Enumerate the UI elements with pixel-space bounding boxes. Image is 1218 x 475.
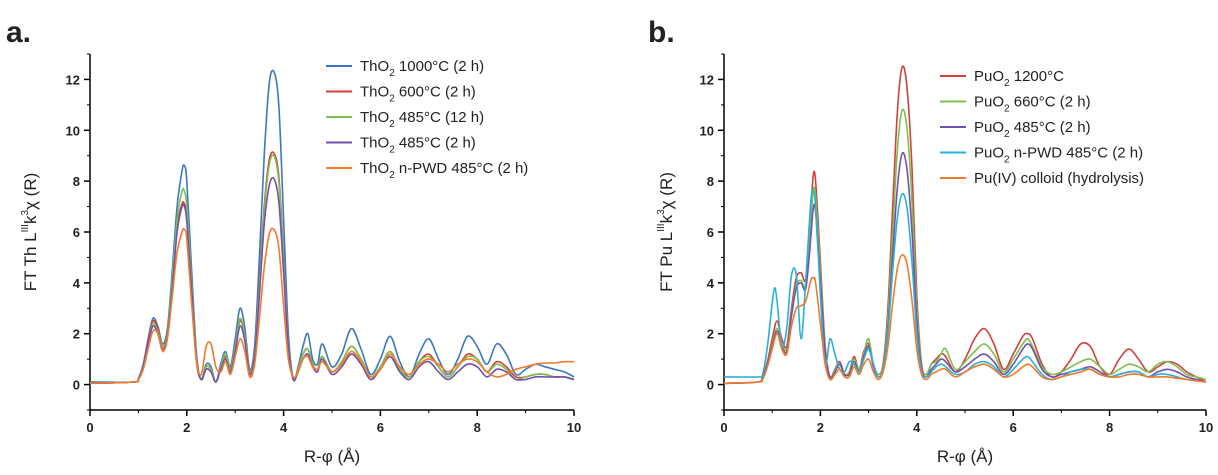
y-axis-title-sup1: III: [656, 223, 667, 231]
series-line-5: [723, 254, 1207, 385]
legend-label-text: ThO: [360, 109, 389, 126]
y-tick-label: 2: [707, 327, 714, 342]
legend-label-suffix: 600°C (2 h): [395, 84, 476, 101]
y-tick-label: 6: [73, 225, 80, 240]
legend-label-3: PuO2 485°C (2 h): [974, 119, 1091, 140]
legend-label-suffix: 1200°C: [1010, 68, 1065, 85]
legend-label-text: PuO: [974, 119, 1004, 136]
legend-label-suffix: 485°C (2 h): [1010, 119, 1091, 136]
legend-label-suffix: 485°C (12 h): [395, 109, 484, 126]
legend-label-subscript: 2: [389, 68, 395, 79]
y-tick-label: 8: [707, 174, 714, 189]
x-tick-label: 0: [86, 420, 93, 435]
legend-label-text: PuO: [974, 94, 1004, 111]
y-axis-title-mid: k: [657, 214, 676, 223]
legend-label-suffix: 660°C (2 h): [1010, 94, 1091, 111]
series-line-5: [89, 227, 575, 385]
y-axis-title-suffix: χ (R): [21, 173, 40, 210]
y-axis-title-sup1: III: [20, 224, 31, 232]
legend-label-2: PuO2 660°C (2 h): [974, 94, 1091, 115]
y-tick-label: 10: [700, 123, 714, 138]
x-tick-label: 4: [913, 420, 921, 435]
x-tick-label: 10: [567, 420, 581, 435]
chart-panel-b: b. 0 2 4 6 8 10 0 2 4 6 8 10 12 R-φ (Å) FT Pu LIIIk3χ (…: [648, 16, 1213, 466]
x-tick-label: 0: [720, 420, 727, 435]
legend-label-5: Pu(IV) colloid (hydrolysis): [974, 170, 1144, 187]
legend-label-2: ThO2 600°C (2 h): [360, 84, 476, 105]
y-tick-label: 0: [73, 378, 80, 393]
y-tick-label: 12: [700, 72, 714, 87]
x-tick-label: 2: [183, 420, 190, 435]
x-tick-label: 8: [474, 420, 481, 435]
x-tick-label: 10: [1199, 420, 1213, 435]
legend-label-4: ThO2 485°C (2 h): [360, 135, 476, 156]
y-axis-title-sup2: 3: [656, 209, 667, 215]
series-line-1: [723, 65, 1207, 385]
y-tick-label: 12: [66, 72, 80, 87]
y-tick-label: 2: [73, 327, 80, 342]
legend-label-suffix: 485°C (2 h): [395, 135, 476, 152]
series-line-2: [723, 108, 1207, 385]
panel-letter: a.: [6, 16, 31, 49]
y-tick-label: 4: [707, 276, 715, 291]
legend-label-text: ThO: [360, 160, 389, 177]
legend-label-subscript: 2: [1004, 129, 1010, 140]
legend-label-subscript: 2: [1004, 78, 1010, 89]
legend-label-suffix: n-PWD 485°C (2 h): [1010, 145, 1144, 162]
legend-label-text: ThO: [360, 58, 389, 75]
legend-label-3: ThO2 485°C (12 h): [360, 109, 484, 130]
x-tick-label: 2: [817, 420, 824, 435]
legend-label-subscript: 2: [1004, 155, 1010, 166]
legend-label-text: PuO: [974, 68, 1004, 85]
y-axis-title-prefix: FT Pu L: [657, 232, 676, 292]
y-tick-label: 4: [73, 276, 81, 291]
legend-label-text: Pu(IV) colloid (hydrolysis): [974, 170, 1144, 187]
legend-label-subscript: 2: [1004, 104, 1010, 115]
legend-label-suffix: 1000°C (2 h): [395, 58, 484, 75]
legend-label-subscript: 2: [389, 119, 395, 130]
y-axis-title-suffix: χ (R): [657, 172, 676, 209]
legend-label-suffix: n-PWD 485°C (2 h): [395, 160, 529, 177]
y-axis-title: FT Th LIIIk3χ (R): [20, 173, 40, 292]
chart-panel-a: a. 0 2 4 6 8 10 0 2 4 6 8 10 12 R-φ (Å) FT Th LIIIk3χ (…: [6, 16, 581, 466]
y-axis-title-mid: k: [21, 215, 40, 224]
legend-label-subscript: 2: [389, 145, 395, 156]
legend-label-text: ThO: [360, 84, 389, 101]
y-tick-label: 8: [73, 174, 80, 189]
x-axis-title: R-φ (Å): [304, 447, 360, 466]
y-axis-title-sup2: 3: [20, 210, 31, 216]
legend-label-1: ThO2 1000°C (2 h): [360, 58, 484, 79]
legend-label-5: ThO2 n-PWD 485°C (2 h): [360, 160, 528, 181]
series-line-4: [89, 176, 575, 385]
legend: ThO2 1000°C (2 h)ThO2 600°C (2 h)ThO2 48…: [326, 58, 528, 181]
legend-label-text: PuO: [974, 145, 1004, 162]
panel-letter: b.: [648, 16, 675, 49]
y-axis-title-prefix: FT Th L: [21, 232, 40, 291]
x-tick-label: 4: [280, 420, 288, 435]
x-tick-label: 6: [1010, 420, 1017, 435]
series-line-3: [723, 151, 1207, 385]
y-tick-label: 6: [707, 225, 714, 240]
legend-label-1: PuO2 1200°C: [974, 68, 1064, 89]
x-axis-title: R-φ (Å): [937, 447, 993, 466]
legend-label-subscript: 2: [389, 94, 395, 105]
y-tick-label: 0: [707, 378, 714, 393]
series-line-1: [89, 69, 575, 384]
y-axis-title: FT Pu LIIIk3χ (R): [656, 172, 676, 292]
legend-label-text: ThO: [360, 135, 389, 152]
x-tick-label: 8: [1106, 420, 1113, 435]
legend-label-4: PuO2 n-PWD 485°C (2 h): [974, 145, 1143, 166]
x-tick-label: 6: [377, 420, 384, 435]
legend-label-subscript: 2: [389, 170, 395, 181]
y-tick-label: 10: [66, 123, 80, 138]
